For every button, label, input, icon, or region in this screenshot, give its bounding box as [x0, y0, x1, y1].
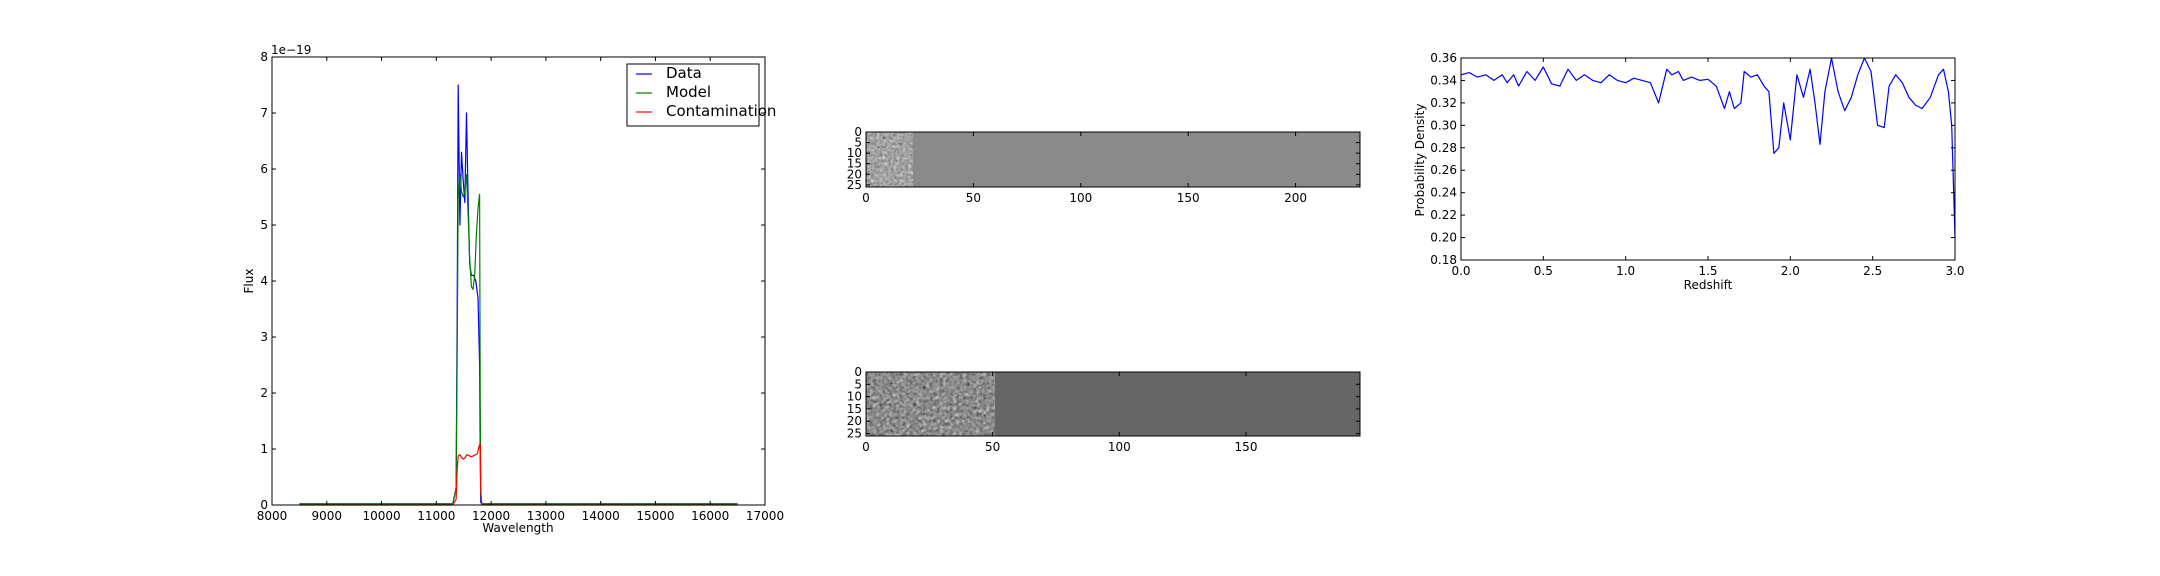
x-tick-label: 11000	[417, 509, 455, 523]
y-tick-label: 0.28	[1430, 141, 1457, 155]
y-tick-label: 0.36	[1430, 51, 1457, 65]
x-tick-label: 14000	[582, 509, 620, 523]
y-tick-label: 5	[260, 218, 268, 232]
spectrum-chart: 8000 9000 10000 11000 12000 13000 14000 15000 16…	[242, 43, 784, 535]
x-tick-label: 3.0	[1945, 264, 1964, 278]
y-tick-label: 0	[260, 498, 268, 512]
x-tick-label: 2.0	[1781, 264, 1800, 278]
redshift-plot-area	[1461, 58, 1955, 260]
x-tick-label: 16000	[691, 509, 729, 523]
y-tick-label: 0.20	[1430, 231, 1457, 245]
y-tick-label: 15	[847, 402, 862, 416]
x-tick-label: 17000	[746, 509, 784, 523]
redshift-line-0	[1460, 57, 1956, 238]
y-tick-label: 6	[260, 162, 268, 176]
y-tick-label: 15	[847, 157, 862, 171]
x-tick-label: 8000	[257, 509, 288, 523]
x-tick-label: 12000	[472, 509, 510, 523]
image-bottom-frame	[865, 371, 1361, 437]
spectrum-legend: Data Model Contamination	[626, 63, 776, 127]
y-tick-label: 25	[847, 178, 862, 192]
x-tick-label: 1.5	[1698, 264, 1717, 278]
y-tick-label: 20	[847, 414, 862, 428]
x-tick-label: 10000	[362, 509, 400, 523]
y-tick-label: 7	[260, 106, 268, 120]
y-tick-label: 5	[854, 377, 862, 391]
y-tick-label: 10	[847, 390, 862, 404]
legend-label-model: Model	[666, 83, 711, 101]
series-line-model	[299, 174, 738, 505]
y-tick-label: 0.24	[1430, 186, 1457, 200]
legend-label-contamination: Contamination	[666, 102, 776, 120]
y-tick-label: 20	[847, 167, 862, 181]
y-tick-label: 2	[260, 386, 268, 400]
redshift-axes: 0.0 0.5 1.0 1.5 2.0 2.5 3.0 0.18 0.20 0.22 0.24 0.2…	[1430, 51, 1964, 278]
x-tick-label: 0	[862, 440, 870, 454]
redshift-curve	[1460, 57, 1956, 238]
y-tick-label: 1	[260, 442, 268, 456]
spectrum-xlabel: Wavelength	[482, 521, 553, 535]
x-tick-label: 9000	[312, 509, 343, 523]
spectrum-ylabel: Flux	[242, 269, 256, 294]
legend-label-data: Data	[666, 64, 702, 82]
image-top-background	[866, 132, 1360, 187]
x-tick-label: 13000	[527, 509, 565, 523]
x-tick-label: 150	[1177, 191, 1200, 205]
redshift-xlabel: Redshift	[1684, 278, 1733, 292]
spectrum-curves	[299, 84, 738, 506]
x-tick-label: 15000	[636, 509, 674, 523]
x-tick-label: 0	[862, 191, 870, 205]
spectrum-offset-text: 1e−19	[271, 43, 311, 57]
image-top-frame	[865, 131, 1361, 188]
y-tick-label: 0.18	[1430, 253, 1457, 267]
spectrum-axes: 8000 9000 10000 11000 12000 13000 14000 15000 16…	[257, 50, 784, 523]
series-line-contamination	[299, 442, 738, 506]
y-tick-label: 0	[854, 365, 862, 379]
image-top-textured-region	[866, 132, 913, 187]
x-tick-label: 200	[1284, 191, 1307, 205]
redshift-ylabel: Probability Density	[1413, 104, 1427, 217]
x-tick-label: 0.0	[1451, 264, 1470, 278]
y-tick-label: 5	[854, 136, 862, 150]
image-bottom-textured-region	[866, 372, 995, 436]
y-tick-label: 25	[847, 427, 862, 441]
x-tick-label: 1.0	[1616, 264, 1635, 278]
spectrum-plot-area	[272, 57, 765, 505]
y-tick-label: 3	[260, 330, 268, 344]
y-tick-label: 0.30	[1430, 118, 1457, 132]
y-tick-label: 8	[260, 50, 268, 64]
y-tick-label: 0.34	[1430, 73, 1457, 87]
x-tick-label: 50	[985, 440, 1000, 454]
y-tick-label: 0	[854, 125, 862, 139]
x-tick-label: 2.5	[1863, 264, 1882, 278]
y-tick-label: 0.22	[1430, 208, 1457, 222]
x-tick-label: 100	[1108, 440, 1131, 454]
y-tick-label: 0.26	[1430, 163, 1457, 177]
y-tick-label: 0.32	[1430, 96, 1457, 110]
x-tick-label: 150	[1235, 440, 1258, 454]
x-tick-label: 50	[966, 191, 981, 205]
x-tick-label: 0.5	[1534, 264, 1553, 278]
redshift-chart: 0.0 0.5 1.0 1.5 2.0 2.5 3.0 0.18 0.20 0.22 0.24 0.2…	[1413, 51, 1965, 292]
y-tick-label: 4	[260, 274, 268, 288]
x-tick-label: 100	[1069, 191, 1092, 205]
y-tick-label: 10	[847, 146, 862, 160]
